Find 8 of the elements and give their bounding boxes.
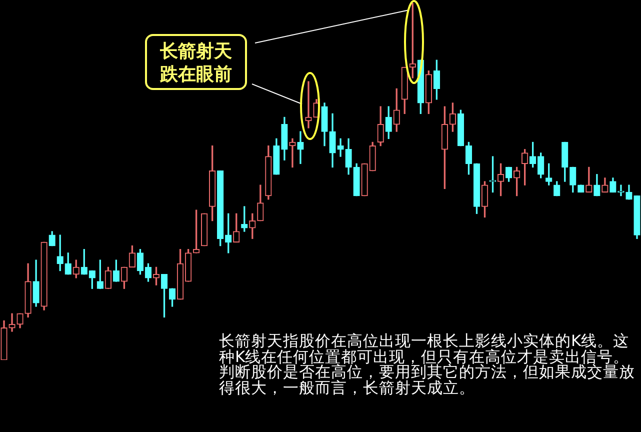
candlestick — [337, 138, 344, 157]
annotation: 跌在眼前 — [159, 63, 233, 86]
candlestick — [8, 313, 16, 332]
candlestick — [297, 131, 304, 164]
annotation: 长箭射天 — [159, 40, 233, 63]
annotation: 长箭射天指股价在高位出现一根长上影线小实体的K线。这种K线在任何位置都可出现，但只有在高位才是卖出信号。判断股价是否在高位，要用到其它的方法，但如果成交量放得很大，一般而言，长箭射天成立。 — [219, 332, 636, 396]
candlestick — [289, 138, 296, 168]
candlestick — [305, 81, 312, 128]
